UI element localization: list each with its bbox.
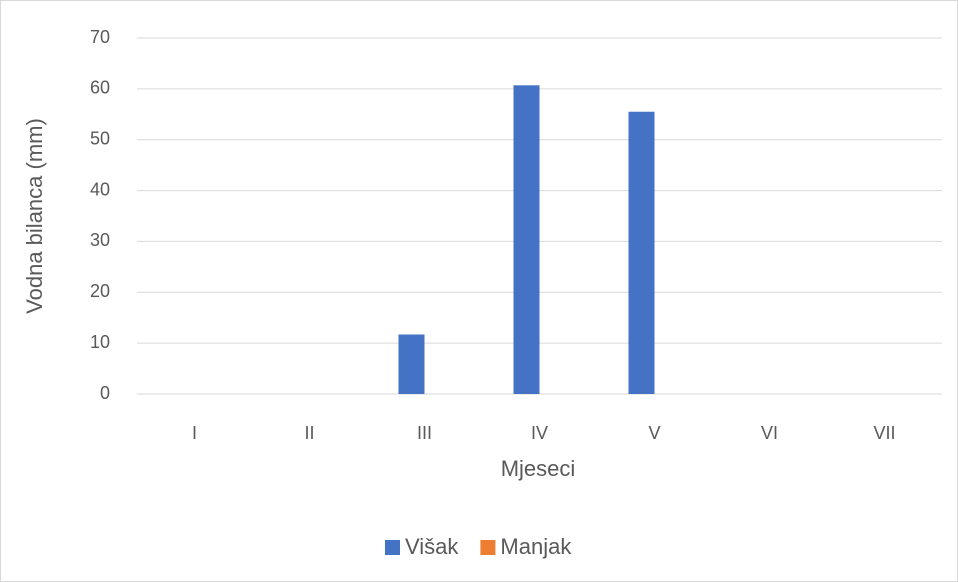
y-tick-label: 30	[90, 230, 110, 250]
x-tick-label: VII	[873, 423, 895, 443]
x-tick-label: I	[192, 423, 197, 443]
x-tick-label: VI	[761, 423, 778, 443]
bar	[398, 334, 425, 394]
legend-swatch	[385, 540, 400, 555]
x-axis-title: Mjeseci	[501, 456, 576, 481]
x-tick-label: II	[304, 423, 314, 443]
x-tick-label: IV	[531, 423, 548, 443]
y-tick-label: 50	[90, 128, 110, 148]
legend-label: Višak	[405, 534, 459, 559]
legend-swatch	[480, 540, 496, 555]
bar	[513, 85, 540, 394]
y-tick-label: 20	[90, 281, 110, 301]
x-tick-label: III	[417, 423, 432, 443]
y-tick-label: 60	[90, 78, 110, 98]
y-tick-label: 70	[90, 27, 110, 47]
legend-label: Manjak	[500, 534, 572, 559]
bar	[628, 111, 655, 394]
y-tick-label: 40	[90, 179, 110, 199]
y-tick-label: 0	[100, 383, 110, 403]
x-tick-label: V	[648, 423, 660, 443]
y-tick-label: 10	[90, 332, 110, 352]
y-axis-title: Vodna bilanca (mm)	[22, 118, 47, 314]
